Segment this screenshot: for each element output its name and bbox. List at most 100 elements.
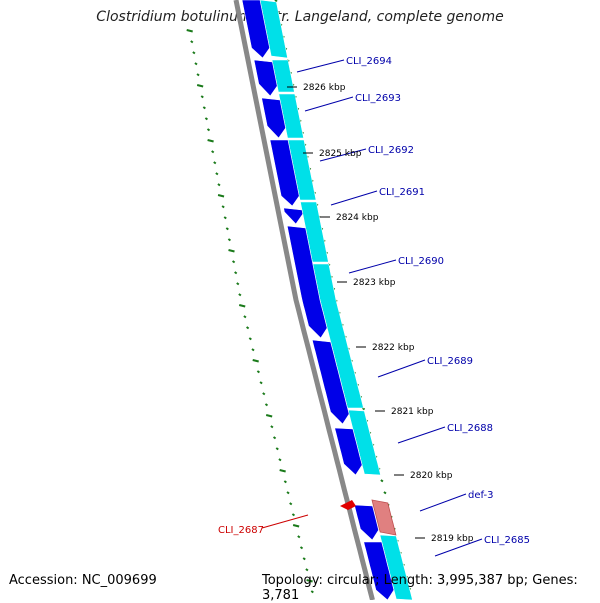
- kbp-tick-label: 2825 kbp: [319, 149, 362, 159]
- kbp-tick-label: 2819 kbp: [431, 534, 474, 544]
- skew-tick-inner: [274, 0, 278, 3]
- skew-tick: [286, 491, 290, 495]
- gene-arrow: [253, 59, 278, 97]
- skew-tick: [228, 249, 235, 253]
- skew-tick: [238, 293, 242, 297]
- skew-tick: [225, 227, 229, 231]
- skew-tick: [227, 238, 232, 242]
- kbp-tick-label: 2822 kbp: [372, 343, 415, 353]
- leader-cli-2688: [397, 426, 446, 444]
- skew-tick: [192, 51, 196, 55]
- skew-tick: [251, 348, 255, 352]
- cds-lane-segment: [300, 201, 329, 263]
- skew-tick: [299, 546, 304, 550]
- leader-cli-2689: [377, 359, 426, 378]
- gene-labels: CLI_2694 CLI_2693 CLI_2692 CLI_2691 CLI_2690…: [218, 56, 530, 546]
- feature-lanes: [259, 0, 413, 600]
- label-cli-2689: CLI_2689: [427, 356, 473, 367]
- skew-tick: [246, 326, 250, 330]
- skew-tick: [278, 458, 282, 462]
- skew-tick: [306, 579, 313, 583]
- map-title: Clostridium botulinum F str. Langeland, …: [96, 9, 504, 25]
- skew-tick: [305, 568, 309, 572]
- kbp-ticks: 2826 kbp 2825 kbp 2824 kbp 2823 kbp 2822 kbp…: [287, 83, 474, 544]
- skew-tick: [236, 282, 240, 286]
- label-cli-2693: CLI_2693: [355, 93, 401, 104]
- skew-tick: [248, 337, 252, 341]
- skew-tick: [297, 535, 301, 539]
- skew-tick: [196, 73, 200, 77]
- skew-tick: [221, 205, 225, 209]
- leader-def-3: [419, 493, 467, 512]
- gene-arrow: [283, 207, 304, 225]
- skew-tick: [270, 425, 274, 429]
- skew-tick: [289, 502, 293, 506]
- label-cli-2690: CLI_2690: [398, 256, 444, 267]
- leader-cli-2692: [319, 148, 367, 162]
- gene-arrow: [241, 0, 270, 59]
- skew-tick: [252, 359, 259, 363]
- leader-cli-2693: [304, 96, 354, 112]
- skew-tick: [310, 590, 314, 594]
- skew-tick: [234, 271, 238, 275]
- skew-tick: [204, 117, 209, 121]
- skew-tick: [211, 150, 215, 154]
- skew-tick: [196, 84, 204, 88]
- skew-tick: [275, 447, 279, 451]
- skew-tick: [186, 29, 193, 33]
- skew-tick: [238, 304, 246, 308]
- kbp-tick-label: 2823 kbp: [353, 278, 396, 288]
- skew-tick: [206, 128, 211, 132]
- skew-tick: [207, 139, 214, 143]
- skew-tick: [217, 194, 225, 198]
- skew-tick: [262, 392, 266, 396]
- skew-tick: [202, 106, 206, 110]
- skew-tick: [264, 403, 269, 407]
- skew-tick: [279, 469, 286, 473]
- skew-tick: [259, 381, 263, 385]
- kbp-tick-label: 2824 kbp: [336, 213, 379, 223]
- skew-tick-inner: [380, 479, 384, 483]
- leader-cli-2691: [330, 190, 378, 206]
- skew-tick: [213, 161, 217, 165]
- gene-arrow: [363, 541, 395, 600]
- label-cli-2687: CLI_2687: [218, 525, 264, 536]
- skew-tick: [231, 260, 236, 264]
- label-cli-2685: CLI_2685: [484, 535, 530, 546]
- kbp-tick-label: 2826 kbp: [303, 83, 346, 93]
- gene-arrows: [241, 0, 397, 600]
- gene-def-3: [371, 499, 397, 536]
- skew-tick: [291, 513, 296, 517]
- skew-tick: [272, 436, 277, 440]
- gene-arrow: [311, 339, 350, 425]
- genome-summary: Topology: circular; Length: 3,995,387 bp…: [262, 573, 578, 603]
- skew-tick: [265, 414, 273, 418]
- gene-arrow: [334, 427, 363, 476]
- kbp-tick-label: 2821 kbp: [391, 407, 434, 417]
- skew-tick: [283, 480, 287, 484]
- leader-cli-2694: [296, 59, 345, 73]
- genome-backbone: [233, 0, 375, 600]
- skew-tick: [217, 183, 221, 187]
- label-cli-2694: CLI_2694: [346, 56, 392, 67]
- skew-tick: [223, 216, 227, 220]
- skew-tick: [190, 40, 194, 44]
- label-cli-2692: CLI_2692: [368, 145, 414, 156]
- skew-tick: [200, 95, 204, 99]
- leader-cli-2687: [261, 514, 309, 529]
- label-leaders: [261, 59, 483, 557]
- skew-tick: [215, 172, 219, 176]
- gene-arrow: [261, 97, 286, 139]
- gene-arrow: [286, 225, 328, 339]
- skew-tick: [292, 524, 300, 528]
- skew-tick-inner: [383, 491, 387, 495]
- gene-arrow: [353, 504, 379, 541]
- label-def-3: def-3: [468, 490, 493, 501]
- label-cli-2691: CLI_2691: [379, 187, 425, 198]
- skew-tick: [194, 62, 198, 66]
- label-cli-2688: CLI_2688: [447, 423, 493, 434]
- leader-cli-2690: [348, 259, 397, 274]
- accession-text: Accession: NC_009699: [9, 573, 157, 588]
- gene-arrow: [269, 139, 300, 207]
